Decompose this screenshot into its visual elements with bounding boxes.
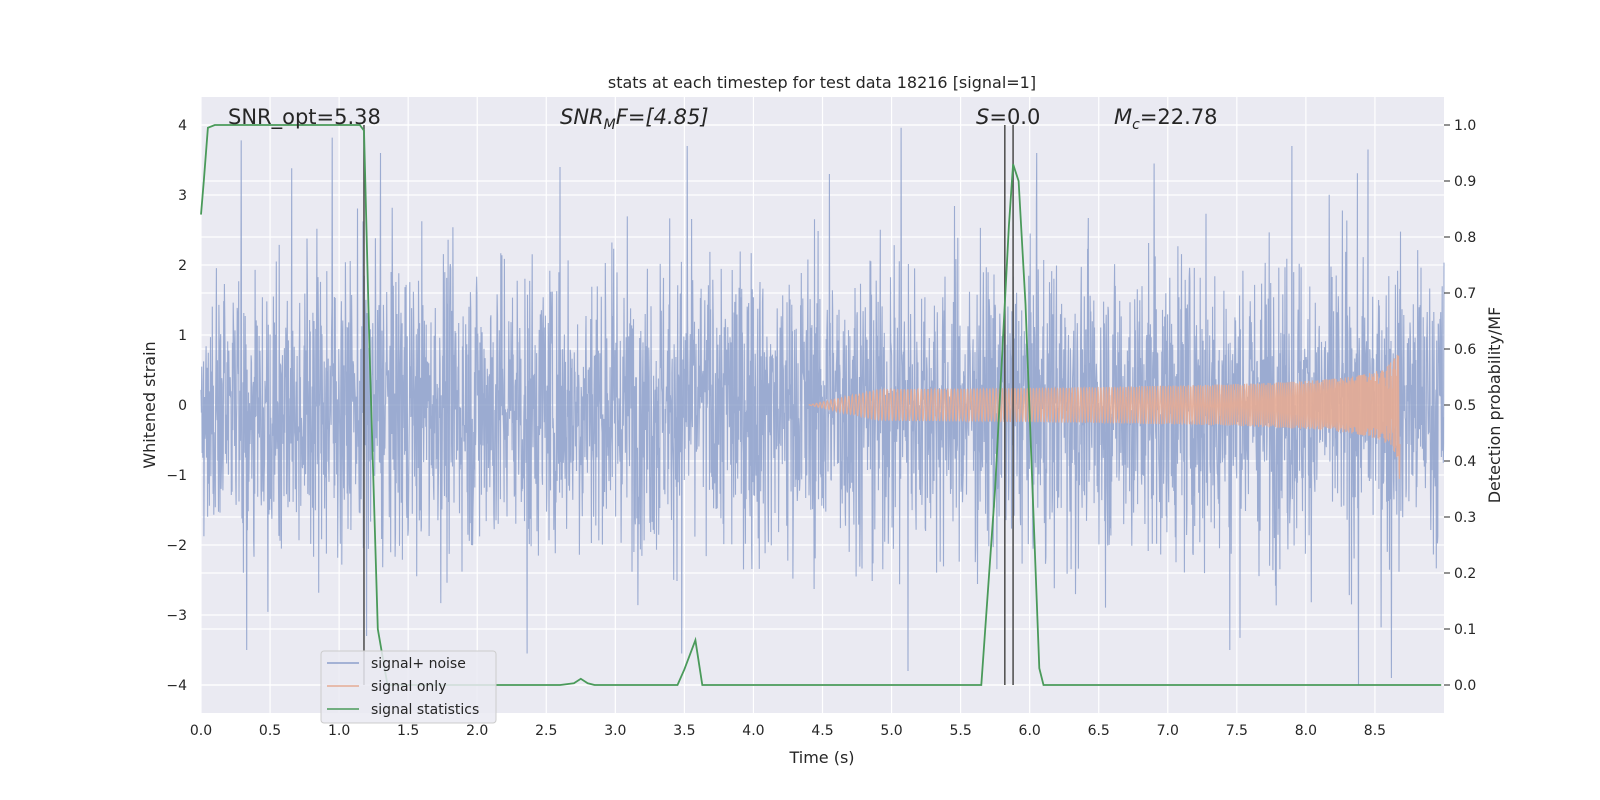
y2-tick-label: 0.9: [1454, 174, 1476, 190]
x-tick-label: 3.0: [604, 723, 626, 739]
x-tick-label: 2.0: [466, 723, 488, 739]
x-tick-label: 2.5: [535, 723, 557, 739]
x-tick-label: 4.5: [811, 723, 833, 739]
annotation-snr-opt: SNR_opt=5.38: [228, 105, 381, 130]
y-tick-label: 0: [178, 398, 187, 414]
series-signal-statistics: [200, 124, 1442, 686]
annotation-mc: Mc=22.78: [1114, 105, 1218, 133]
x-tick-label: 3.5: [673, 723, 695, 739]
legend-box: [320, 650, 497, 724]
annotation-snr-mf: SNRMF=[4.85]: [560, 105, 709, 133]
y2-tick-labels: 0.0 0.1 0.2 0.3 0.4 0.5 0.6 0.7 0.8 0.9 1.0: [1444, 118, 1476, 694]
x-tick-label: 0.0: [190, 723, 212, 739]
x-tick-label: 1.0: [328, 723, 350, 739]
signal-statistics-line: [200, 124, 1442, 686]
x-tick-label: 8.5: [1364, 723, 1386, 739]
x-tick-label: 6.0: [1019, 723, 1041, 739]
y2-axis-label: Detection probability/MF: [1485, 307, 1504, 504]
x-axis-label: Time (s): [788, 748, 854, 767]
x-tick-label: 0.5: [259, 723, 281, 739]
y2-tick-label: 0.0: [1454, 678, 1476, 694]
series-signal-only: [808, 354, 1401, 479]
y2-tick-label: 0.1: [1454, 622, 1476, 638]
x-tick-label: 8.0: [1295, 723, 1317, 739]
legend-label-signal-only: signal only: [371, 679, 446, 695]
chart-title: stats at each timestep for test data 182…: [608, 73, 1036, 92]
y2-tick-label: 0.5: [1454, 398, 1476, 414]
annotation-s: S=0.0: [976, 105, 1040, 129]
y-tick-label: −4: [166, 678, 187, 694]
signal-only-line: [808, 354, 1401, 479]
x-tick-label: 5.5: [949, 723, 971, 739]
x-tick-label: 6.5: [1088, 723, 1110, 739]
y-axis-label: Whitened strain: [140, 341, 159, 468]
y2-tick-label: 0.6: [1454, 342, 1476, 358]
y-tick-label: −3: [166, 608, 187, 624]
y2-tick-label: 0.8: [1454, 230, 1476, 246]
y-tick-labels: −4 −3 −2 −1 0 1 2 3 4: [166, 118, 187, 694]
x-tick-label: 1.5: [397, 723, 419, 739]
y-tick-label: 4: [178, 118, 187, 134]
x-tick-label: 7.0: [1157, 723, 1179, 739]
y-tick-label: 1: [178, 328, 187, 344]
x-tick-labels: 0.0 0.5 1.0 1.5 2.0 2.5 3.0 3.5 4.0 4.5 5.0 5.5 6.0 6…: [190, 723, 1386, 739]
x-tick-label: 7.5: [1226, 723, 1248, 739]
x-tick-label: 4.0: [742, 723, 764, 739]
legend: signal+ noise signal only signal statist…: [320, 650, 497, 724]
y2-tick-label: 0.2: [1454, 566, 1476, 582]
y2-tick-label: 0.3: [1454, 510, 1476, 526]
y-tick-label: 3: [178, 188, 187, 204]
vertical-markers: [363, 125, 1014, 685]
y-tick-label: −1: [166, 468, 187, 484]
y2-tick-label: 1.0: [1454, 118, 1476, 134]
legend-label-signal-noise: signal+ noise: [371, 656, 466, 672]
y2-tick-label: 0.7: [1454, 286, 1476, 302]
x-tick-label: 5.0: [880, 723, 902, 739]
y-tick-label: −2: [166, 538, 187, 554]
y-tick-label: 2: [178, 258, 187, 274]
y2-tick-label: 0.4: [1454, 454, 1476, 470]
legend-label-signal-statistics: signal statistics: [371, 702, 479, 718]
